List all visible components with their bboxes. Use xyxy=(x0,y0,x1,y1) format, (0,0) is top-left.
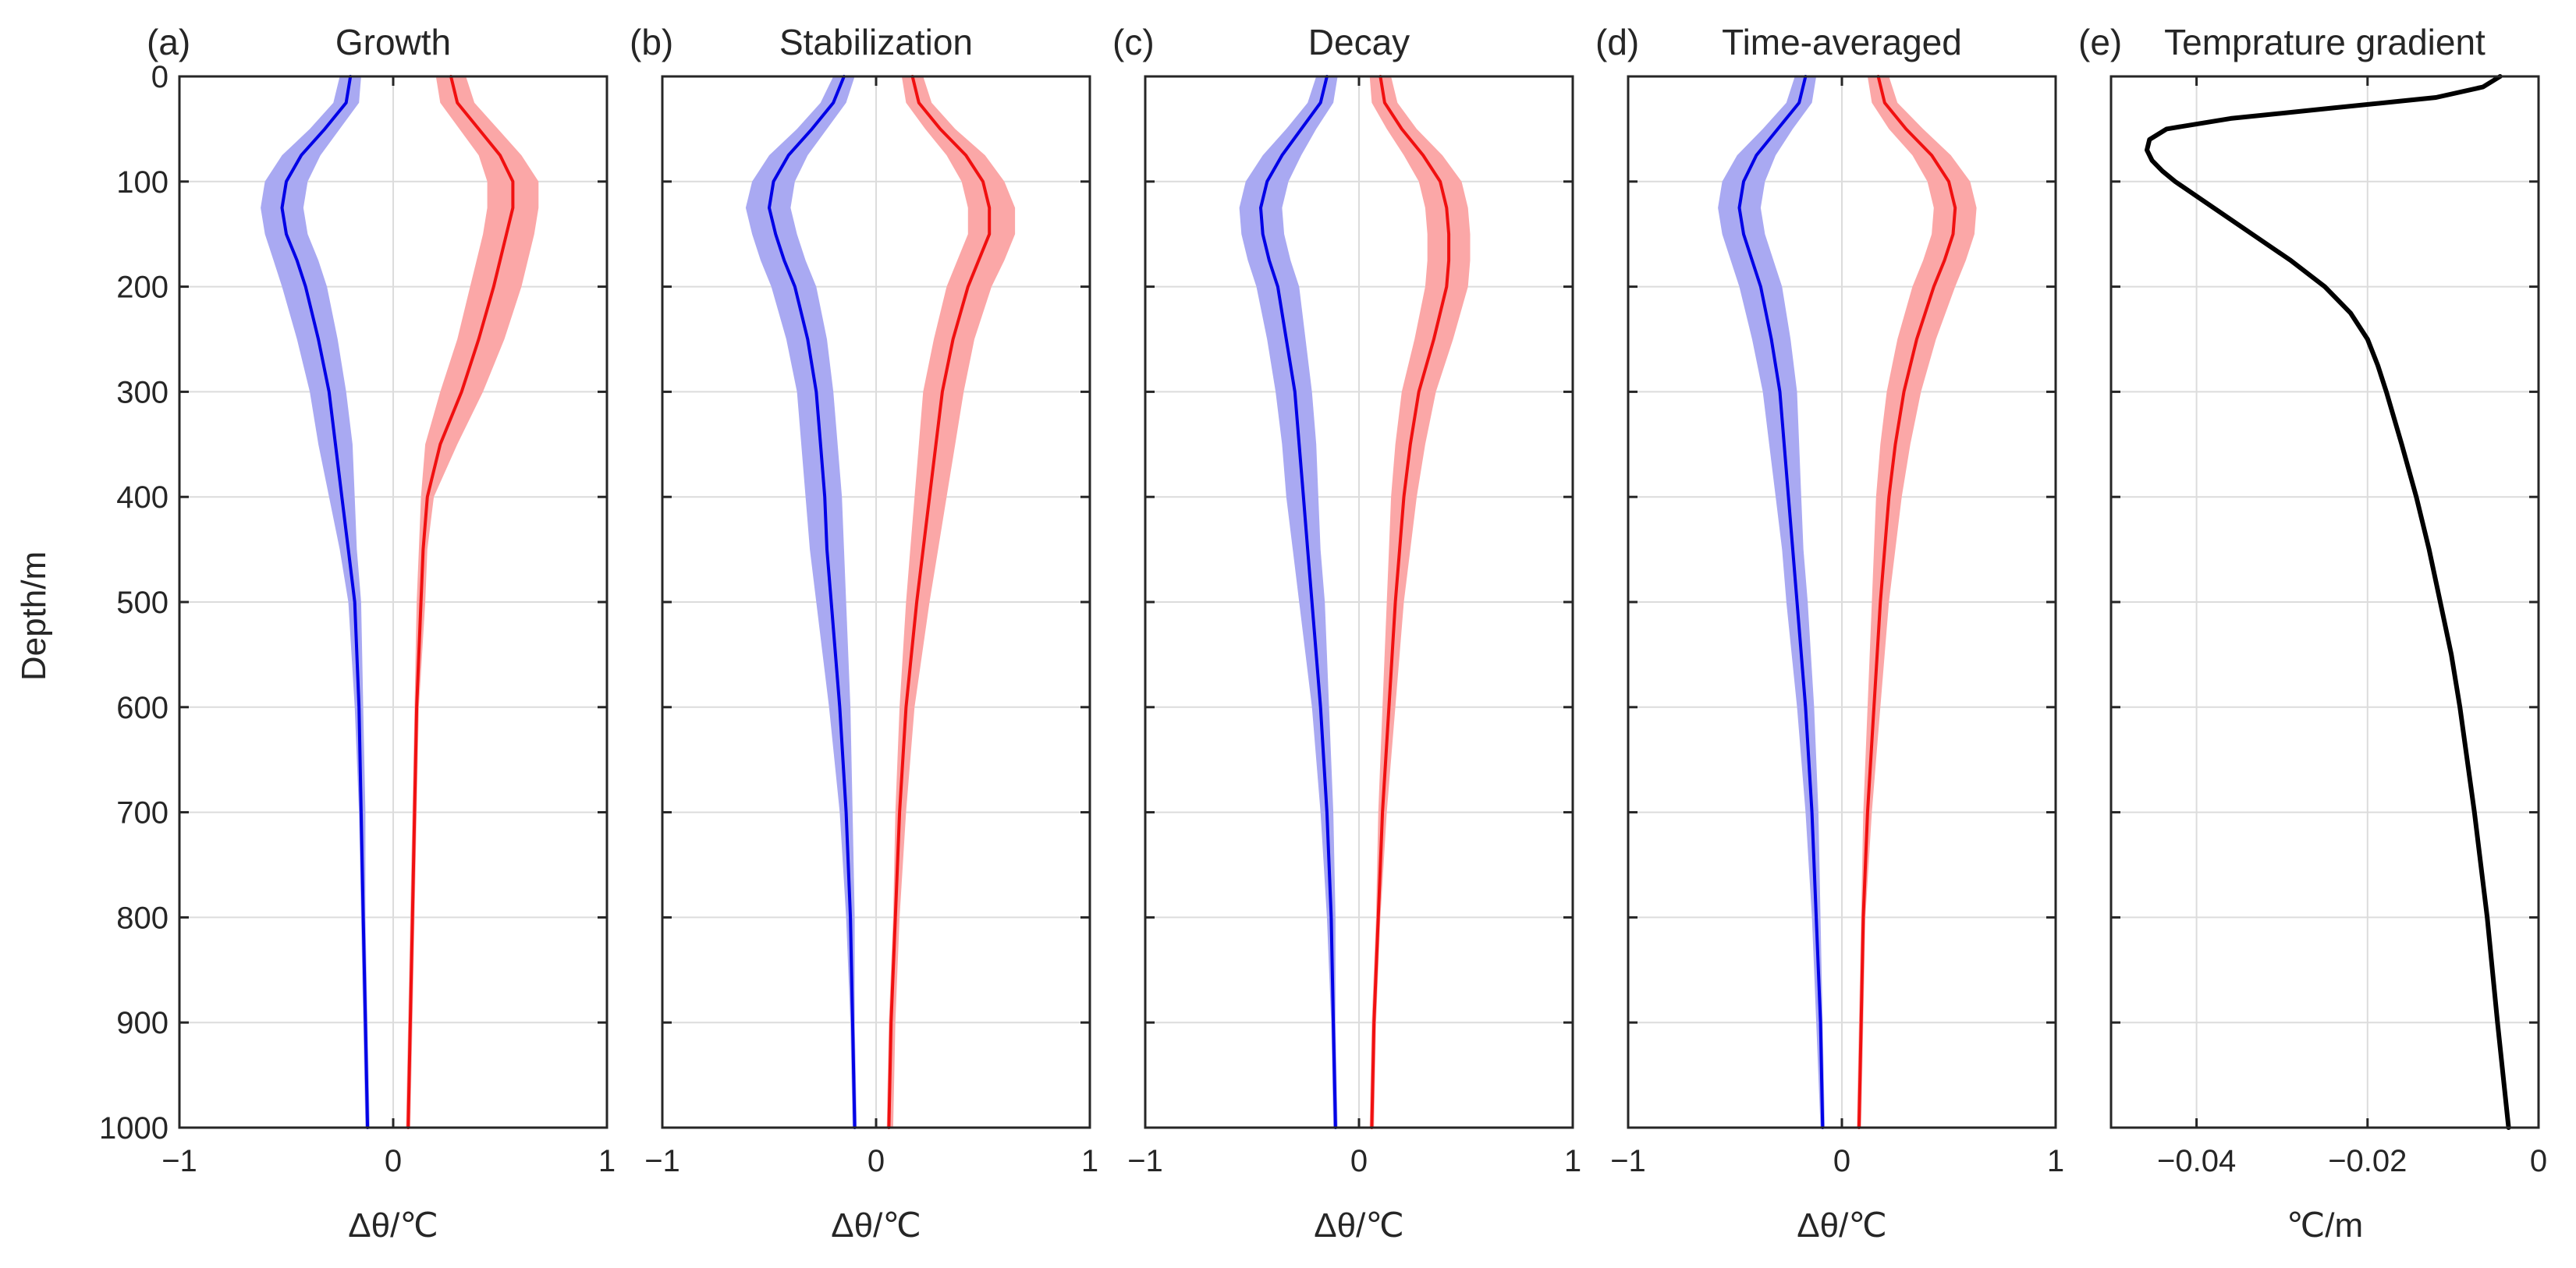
y-axis-label: Depth/m xyxy=(15,551,53,681)
panel-letter: (b) xyxy=(630,22,673,62)
warm-uncertainty-band xyxy=(406,76,539,1128)
panel-title: Stabilization xyxy=(779,22,973,62)
y-tick-label: 300 xyxy=(116,375,169,409)
warm-line xyxy=(1857,75,1957,1129)
x-tick-label: 0 xyxy=(1833,1144,1850,1178)
warm-line xyxy=(406,75,515,1129)
cold-line xyxy=(1259,75,1337,1129)
x-tick-label: 0 xyxy=(1350,1144,1368,1178)
y-tick-label: 500 xyxy=(116,586,169,620)
x-tick-label: 1 xyxy=(2047,1144,2064,1178)
cold-line xyxy=(280,75,370,1129)
panel-title: Temprature gradient xyxy=(2164,22,2486,62)
y-tick-label: 600 xyxy=(116,691,169,725)
x-axis-label: Δθ/℃ xyxy=(1797,1206,1887,1245)
warm-uncertainty-band xyxy=(886,76,1016,1128)
panel-3: −1 0 1 Δθ/℃ (c) Decay xyxy=(1112,22,1581,1245)
y-tick-label: 1000 xyxy=(99,1111,169,1146)
x-axis-label: Δθ/℃ xyxy=(831,1206,921,1245)
panel-letter: (c) xyxy=(1112,22,1155,62)
cold-line xyxy=(768,75,857,1129)
warm-line xyxy=(1370,75,1451,1129)
cold-uncertainty-band xyxy=(745,76,857,1128)
x-tick-label: 1 xyxy=(1564,1144,1581,1178)
panel-title: Growth xyxy=(335,22,451,62)
x-tick-label: −0.04 xyxy=(2157,1144,2236,1178)
x-tick-label: −1 xyxy=(161,1144,197,1178)
panel-5: −0.04 −0.02 0 ℃/m (e) Temprature gradient xyxy=(2078,22,2547,1245)
x-tick-label: −1 xyxy=(644,1144,680,1178)
x-axis-label: Δθ/℃ xyxy=(348,1206,438,1245)
x-tick-label: 0 xyxy=(385,1144,402,1178)
y-tick-label: 800 xyxy=(116,901,169,935)
cold-line xyxy=(1737,75,1825,1129)
x-tick-label: 1 xyxy=(1081,1144,1098,1178)
warm-line xyxy=(887,75,992,1129)
y-tick-label: 700 xyxy=(116,796,169,831)
gradient-line xyxy=(2145,74,2511,1130)
y-tick-label: 100 xyxy=(116,165,169,200)
panel-2: −1 0 1 Δθ/℃ (b) Stabilization xyxy=(630,22,1098,1245)
panel-letter: (d) xyxy=(1595,22,1639,62)
y-tick-label: 0 xyxy=(151,60,169,94)
cold-uncertainty-band xyxy=(1718,76,1826,1128)
x-tick-label: −1 xyxy=(1610,1144,1646,1178)
x-axis-label: ℃/m xyxy=(2287,1206,2363,1245)
cold-uncertainty-band xyxy=(261,76,370,1128)
panel-letter: (e) xyxy=(2078,22,2122,62)
y-tick-label: 200 xyxy=(116,271,169,305)
panel-letter: (a) xyxy=(147,22,190,62)
panels: −1 0 1Δθ/℃01002003004005006007008009001000… xyxy=(99,22,2547,1245)
cold-uncertainty-band xyxy=(1239,76,1338,1128)
x-axis-label: Δθ/℃ xyxy=(1314,1206,1404,1245)
panel-title: Decay xyxy=(1308,22,1410,62)
warm-uncertainty-band xyxy=(1369,76,1471,1128)
panel-4: −1 0 1 Δθ/℃ (d) Time-averaged xyxy=(1595,22,2064,1245)
panel-1: −1 0 1 Δθ/℃ 0 100 200 300 400 500 600 700 800 900 1000… xyxy=(99,22,616,1245)
y-tick-label: 900 xyxy=(116,1006,169,1040)
x-tick-label: 1 xyxy=(598,1144,616,1178)
panel-title: Time-averaged xyxy=(1722,22,1962,62)
x-tick-label: 0 xyxy=(2530,1144,2547,1178)
y-tick-label: 400 xyxy=(116,480,169,515)
x-tick-label: −0.02 xyxy=(2328,1144,2407,1178)
x-tick-label: −1 xyxy=(1127,1144,1163,1178)
x-tick-label: 0 xyxy=(868,1144,885,1178)
